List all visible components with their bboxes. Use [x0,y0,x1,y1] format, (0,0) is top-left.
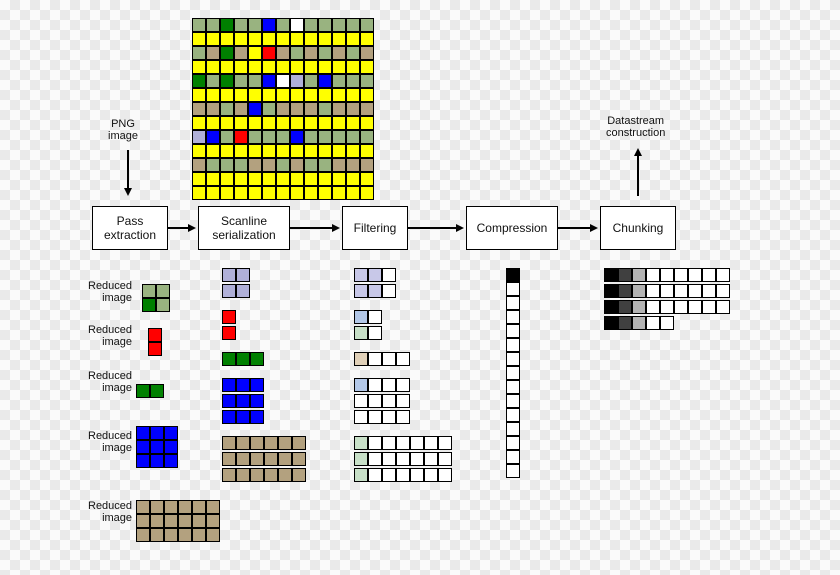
stage-pass-extraction: Pass extraction [92,206,168,250]
label-datastream: Datastream construction [606,115,665,139]
label-png-image: PNG image [108,118,138,142]
stage-compression: Compression [466,206,558,250]
label-reduced-image-1: Reduced image [88,324,132,348]
stage-scanline-serialization: Scanline serialization [198,206,290,250]
stage-filtering: Filtering [342,206,408,250]
stage-chunking: Chunking [600,206,676,250]
diagram-layer: PNG image Datastream construction Reduced … [0,0,840,575]
label-reduced-image-4: Reduced image [88,500,132,524]
label-reduced-image-3: Reduced image [88,430,132,454]
label-reduced-image-2: Reduced image [88,370,132,394]
label-reduced-image-0: Reduced image [88,280,132,304]
